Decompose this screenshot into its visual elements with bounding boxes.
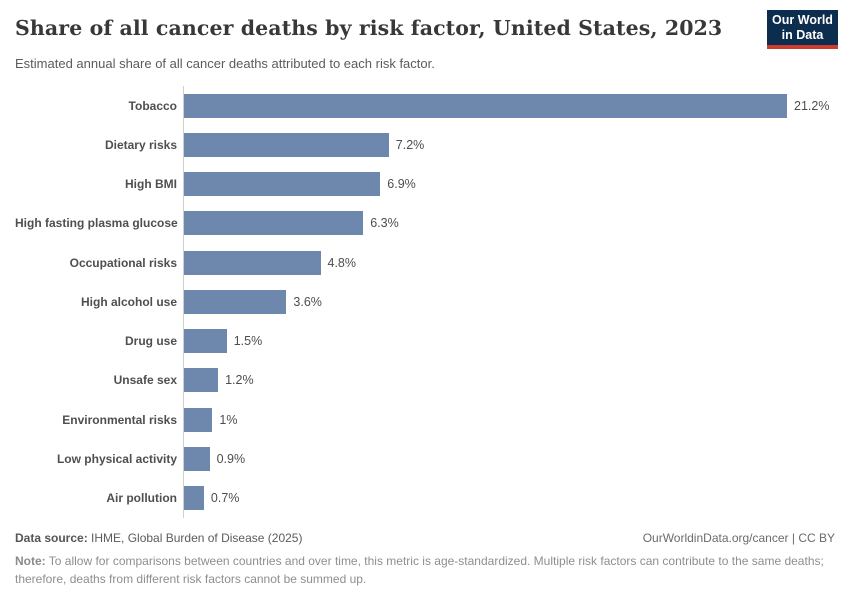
bar-track: 6.9% (184, 172, 838, 197)
bar-track: 7.2% (184, 132, 838, 157)
bar-track: 6.3% (184, 211, 838, 236)
value-label: 4.8% (327, 255, 357, 270)
bar[interactable] (184, 132, 389, 157)
category-label: High BMI (125, 177, 177, 192)
value-label: 1% (219, 412, 238, 427)
category-label: Unsafe sex (113, 373, 177, 388)
footer: Data source: IHME, Global Burden of Dise… (15, 531, 835, 545)
bar[interactable] (184, 211, 364, 236)
note-text: To allow for comparisons between countri… (15, 554, 824, 586)
bar-track: 21.2% (184, 93, 838, 118)
bar[interactable] (184, 172, 381, 197)
bar[interactable] (184, 447, 210, 472)
chart-row: Unsafe sex 1.2% (15, 361, 838, 400)
page-title: Share of all cancer deaths by risk facto… (15, 16, 723, 40)
chart-row: High alcohol use 3.6% (15, 282, 838, 321)
value-label: 0.9% (216, 452, 246, 467)
data-source: Data source: IHME, Global Burden of Dise… (15, 531, 302, 545)
chart-row: Air pollution 0.7% (15, 479, 838, 518)
y-axis-line (183, 86, 184, 518)
bar-track: 0.9% (184, 447, 838, 472)
bar-chart: Tobacco 21.2% Dietary risks 7.2% High BMI 6.9… (15, 86, 838, 518)
owid-link[interactable]: OurWorldinData.org/cancer | CC BY (642, 531, 835, 545)
bar[interactable] (184, 368, 219, 393)
data-source-text: IHME, Global Burden of Disease (2025) (87, 531, 303, 545)
category-label: Low physical activity (56, 452, 177, 467)
bar[interactable] (184, 407, 213, 432)
bar[interactable] (184, 289, 287, 314)
bar[interactable] (184, 486, 204, 511)
data-source-label: Data source: (15, 531, 88, 545)
value-label: 7.2% (395, 137, 425, 152)
note-label: Note: (15, 554, 46, 568)
chart-row: Dietary risks 7.2% (15, 125, 838, 164)
bar-track: 4.8% (184, 250, 838, 275)
category-label: Occupational risks (69, 255, 177, 270)
chart-rows: Tobacco 21.2% Dietary risks 7.2% High BMI 6.9… (15, 86, 838, 518)
bar[interactable] (184, 329, 227, 354)
bar[interactable] (184, 93, 787, 118)
bar[interactable] (184, 250, 321, 275)
value-label: 1.5% (233, 334, 263, 349)
chart-row: Environmental risks 1% (15, 400, 838, 439)
value-label: 0.7% (210, 491, 240, 506)
owid-logo[interactable]: Our World in Data (767, 10, 838, 49)
chart-row: High fasting plasma glucose 6.3% (15, 204, 838, 243)
owid-logo-line2: in Data (781, 27, 824, 42)
value-label: 3.6% (293, 294, 322, 309)
footer-note: Note: To allow for comparisons between c… (15, 553, 830, 589)
value-label: 6.3% (370, 216, 399, 231)
bar-track: 1.2% (184, 368, 838, 393)
value-label: 1.2% (225, 373, 254, 388)
value-label: 6.9% (387, 177, 416, 192)
category-label: High alcohol use (80, 294, 177, 309)
value-label: 21.2% (794, 98, 830, 113)
bar-track: 1.5% (184, 329, 838, 354)
category-label: High fasting plasma glucose (15, 216, 178, 231)
category-label: Drug use (124, 334, 177, 349)
chart-row: Tobacco 21.2% (15, 86, 838, 125)
owid-logo-line1: Our World (772, 12, 833, 27)
chart-row: Occupational risks 4.8% (15, 243, 838, 282)
category-label: Air pollution (106, 491, 177, 506)
chart-row: High BMI 6.9% (15, 165, 838, 204)
page-subtitle: Estimated annual share of all cancer dea… (15, 56, 435, 71)
category-label: Tobacco (128, 98, 177, 113)
chart-row: Low physical activity 0.9% (15, 439, 838, 478)
chart-row: Drug use 1.5% (15, 322, 838, 361)
bar-track: 3.6% (184, 289, 838, 314)
bar-track: 0.7% (184, 486, 838, 511)
category-label: Environmental risks (62, 412, 177, 427)
bar-track: 1% (184, 407, 838, 432)
category-label: Dietary risks (104, 137, 177, 152)
